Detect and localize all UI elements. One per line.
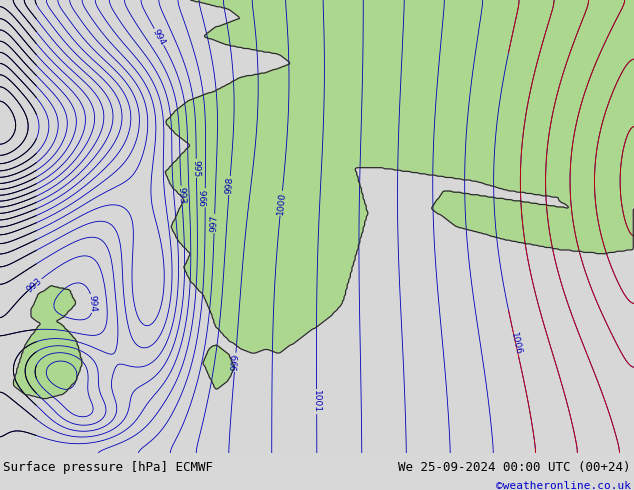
Text: 1006: 1006 <box>509 332 522 356</box>
Text: 997: 997 <box>210 215 219 232</box>
Text: ©weatheronline.co.uk: ©weatheronline.co.uk <box>496 481 631 490</box>
Text: 993: 993 <box>25 276 44 294</box>
Text: 993: 993 <box>177 186 186 204</box>
Text: 995: 995 <box>191 160 201 177</box>
Text: 994: 994 <box>151 27 167 47</box>
Text: 998: 998 <box>224 176 235 195</box>
Text: 996: 996 <box>201 189 210 206</box>
Text: Surface pressure [hPa] ECMWF: Surface pressure [hPa] ECMWF <box>3 461 213 474</box>
Text: 994: 994 <box>87 294 98 312</box>
Text: We 25-09-2024 00:00 UTC (00+24): We 25-09-2024 00:00 UTC (00+24) <box>398 461 631 474</box>
Text: 999: 999 <box>230 353 240 371</box>
Text: 1000: 1000 <box>276 191 287 215</box>
Text: 1001: 1001 <box>312 390 321 413</box>
